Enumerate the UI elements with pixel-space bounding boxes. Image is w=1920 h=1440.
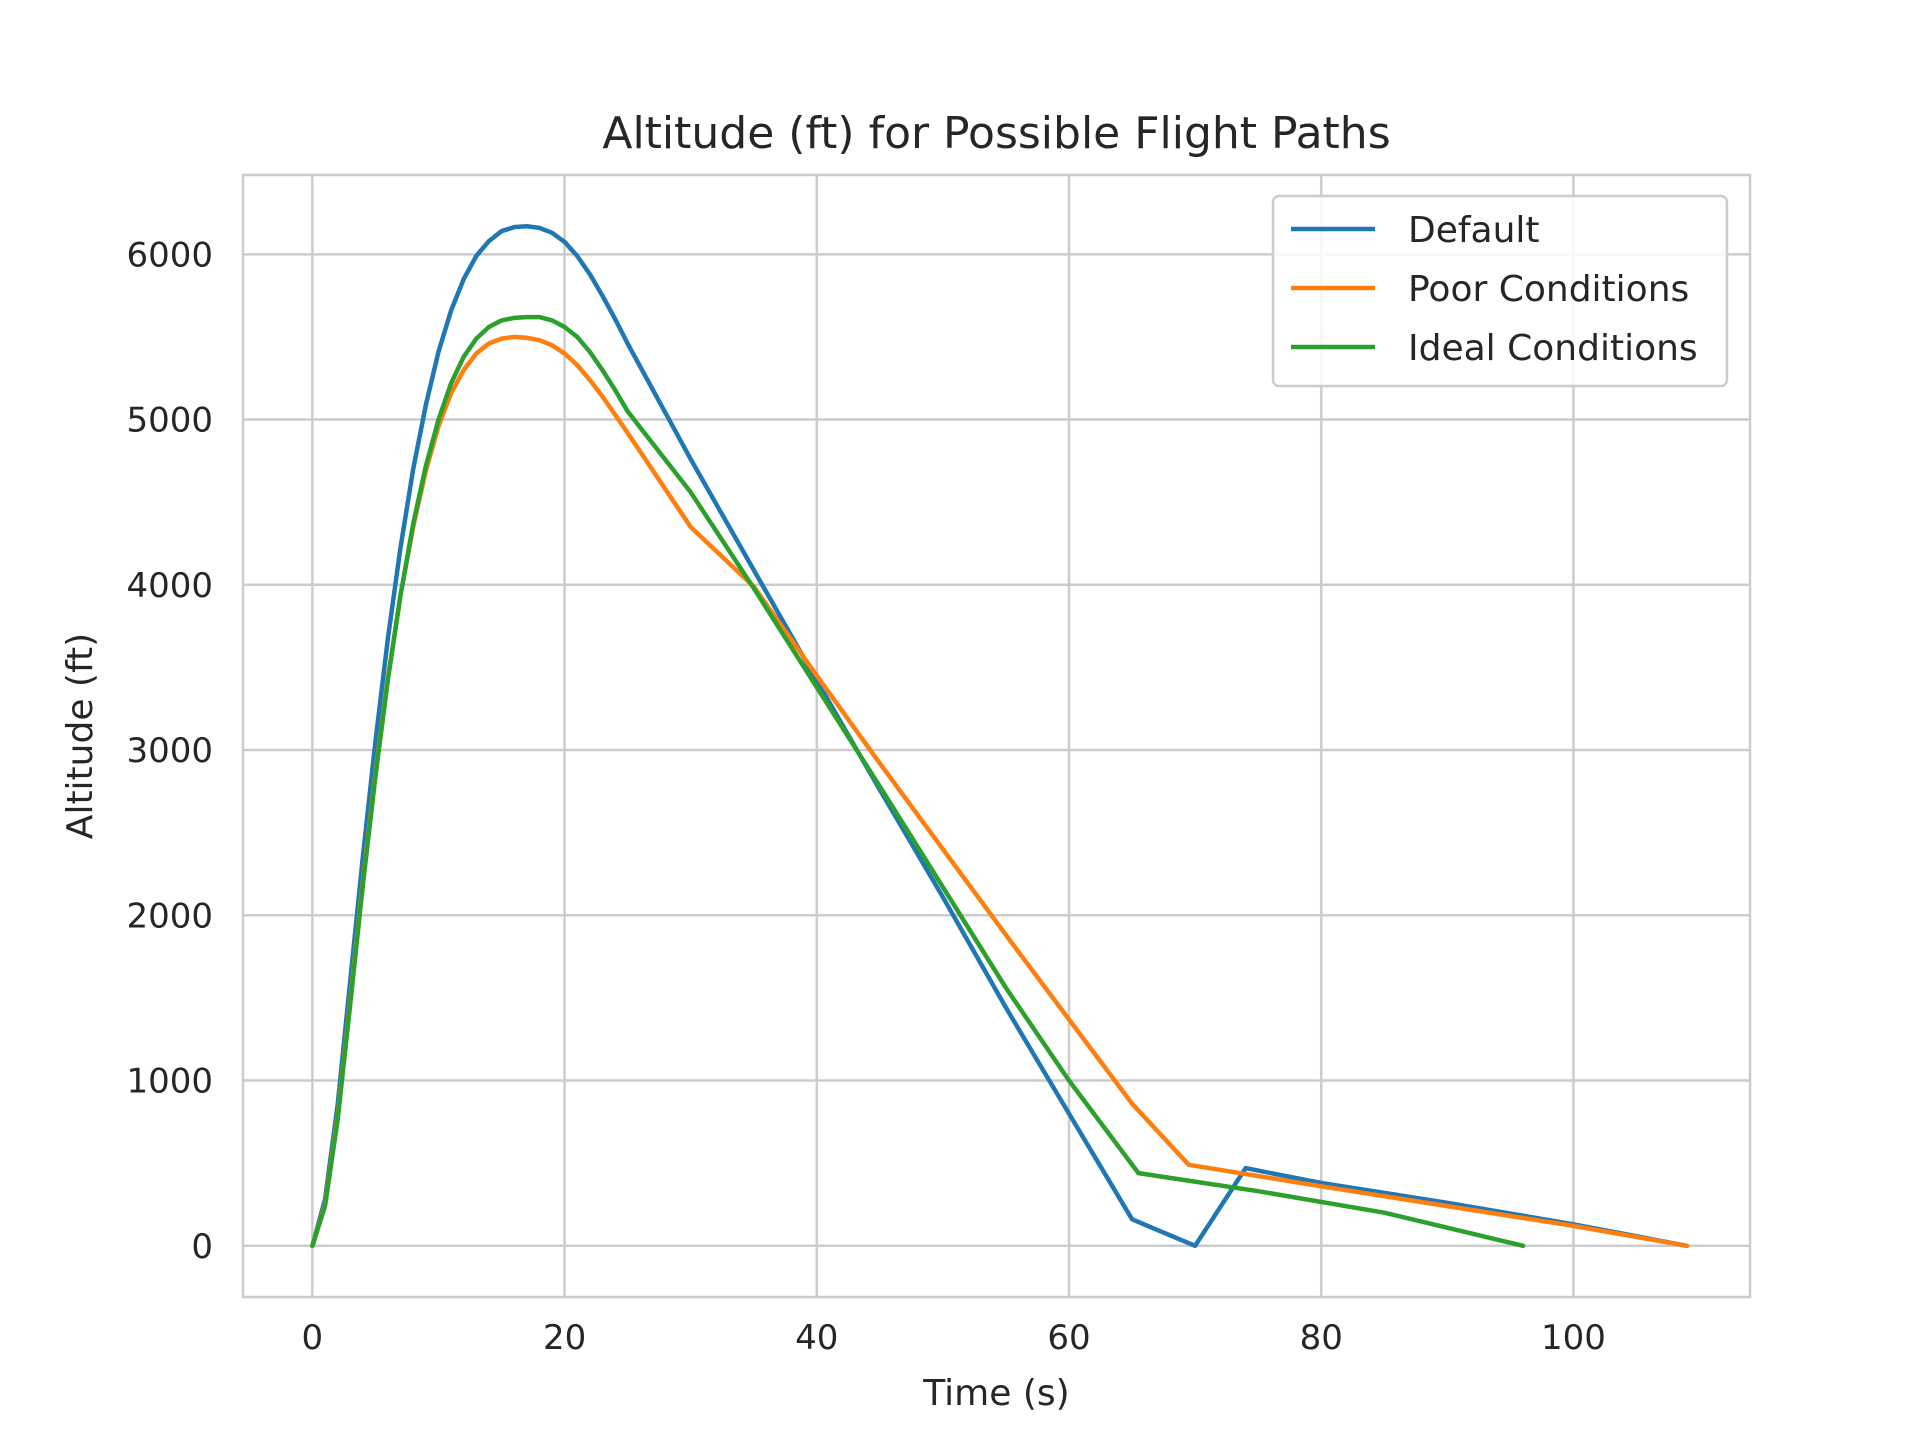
x-tick-label: 20 bbox=[543, 1318, 586, 1358]
y-tick-label: 2000 bbox=[126, 896, 213, 936]
series-line-ideal-conditions bbox=[310, 314, 1526, 1249]
chart-title: Altitude (ft) for Possible Flight Paths bbox=[602, 108, 1390, 159]
grid-layer bbox=[243, 175, 1750, 1297]
x-tick-label: 80 bbox=[1300, 1318, 1343, 1358]
x-tick-label: 100 bbox=[1541, 1318, 1606, 1358]
legend-label: Poor Conditions bbox=[1408, 269, 1689, 310]
legend-label: Default bbox=[1408, 210, 1540, 251]
legend-label: Ideal Conditions bbox=[1408, 328, 1698, 369]
plot-frame bbox=[241, 173, 1752, 1299]
y-tick-label: 5000 bbox=[126, 401, 213, 441]
y-tick-label: 0 bbox=[191, 1227, 213, 1267]
x-tick-label: 60 bbox=[1047, 1318, 1090, 1358]
y-tick-label: 4000 bbox=[126, 566, 213, 606]
x-tick-label: 40 bbox=[795, 1318, 838, 1358]
y-tick-label: 1000 bbox=[126, 1062, 213, 1102]
legend-box bbox=[1271, 194, 1729, 388]
series-line-default bbox=[310, 223, 1690, 1249]
x-axis-label: Time (s) bbox=[922, 1373, 1069, 1414]
legend: Default Poor Conditions Ideal Conditions bbox=[1271, 194, 1729, 388]
y-tick-label: 3000 bbox=[126, 731, 213, 771]
y-tick-label: 6000 bbox=[126, 235, 213, 275]
y-axis-label: Altitude (ft) bbox=[60, 633, 101, 839]
series-layer bbox=[310, 223, 1690, 1249]
x-tick-label: 0 bbox=[302, 1318, 324, 1358]
